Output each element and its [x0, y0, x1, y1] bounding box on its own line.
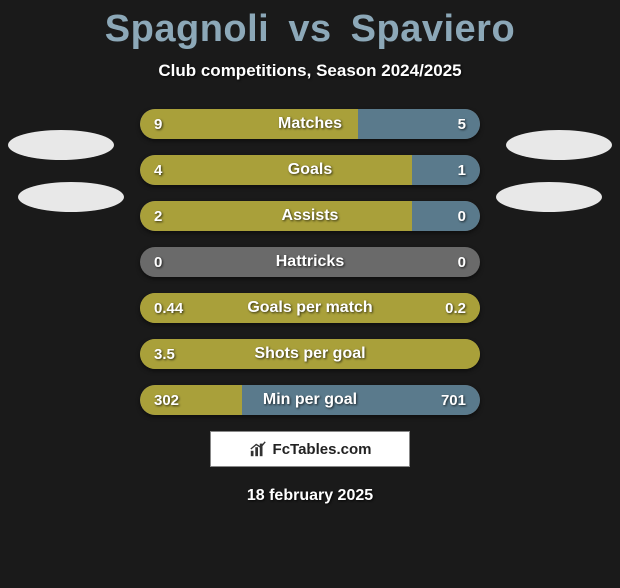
stat-label: Assists — [140, 201, 480, 231]
comparison-title: Spagnoli vs Spaviero — [0, 8, 620, 51]
stat-label: Hattricks — [140, 247, 480, 277]
stat-label: Goals — [140, 155, 480, 185]
stat-label: Goals per match — [140, 293, 480, 323]
team-badge-placeholder — [506, 130, 612, 160]
stat-row: 302701Min per goal — [140, 385, 480, 415]
subtitle: Club competitions, Season 2024/2025 — [0, 61, 620, 81]
stat-row: 3.5Shots per goal — [140, 339, 480, 369]
stat-label: Matches — [140, 109, 480, 139]
player2-name: Spaviero — [351, 8, 516, 50]
team-badge-placeholder — [496, 182, 602, 212]
player1-name: Spagnoli — [105, 8, 269, 50]
team-badge-placeholder — [8, 130, 114, 160]
chart-icon — [249, 440, 267, 458]
stat-label: Min per goal — [140, 385, 480, 415]
stat-row: 00Hattricks — [140, 247, 480, 277]
stat-row: 0.440.2Goals per match — [140, 293, 480, 323]
stats-bars: 95Matches 41Goals 20Assists 00Hattricks 0.44… — [140, 109, 480, 415]
team-badge-placeholder — [18, 182, 124, 212]
vs-separator: vs — [288, 8, 331, 50]
stat-row: 95Matches — [140, 109, 480, 139]
date-text: 18 february 2025 — [0, 487, 620, 505]
stat-row: 20Assists — [140, 201, 480, 231]
stat-row: 41Goals — [140, 155, 480, 185]
source-logo: FcTables.com — [210, 431, 410, 467]
stat-label: Shots per goal — [140, 339, 480, 369]
logo-text: FcTables.com — [273, 441, 372, 458]
